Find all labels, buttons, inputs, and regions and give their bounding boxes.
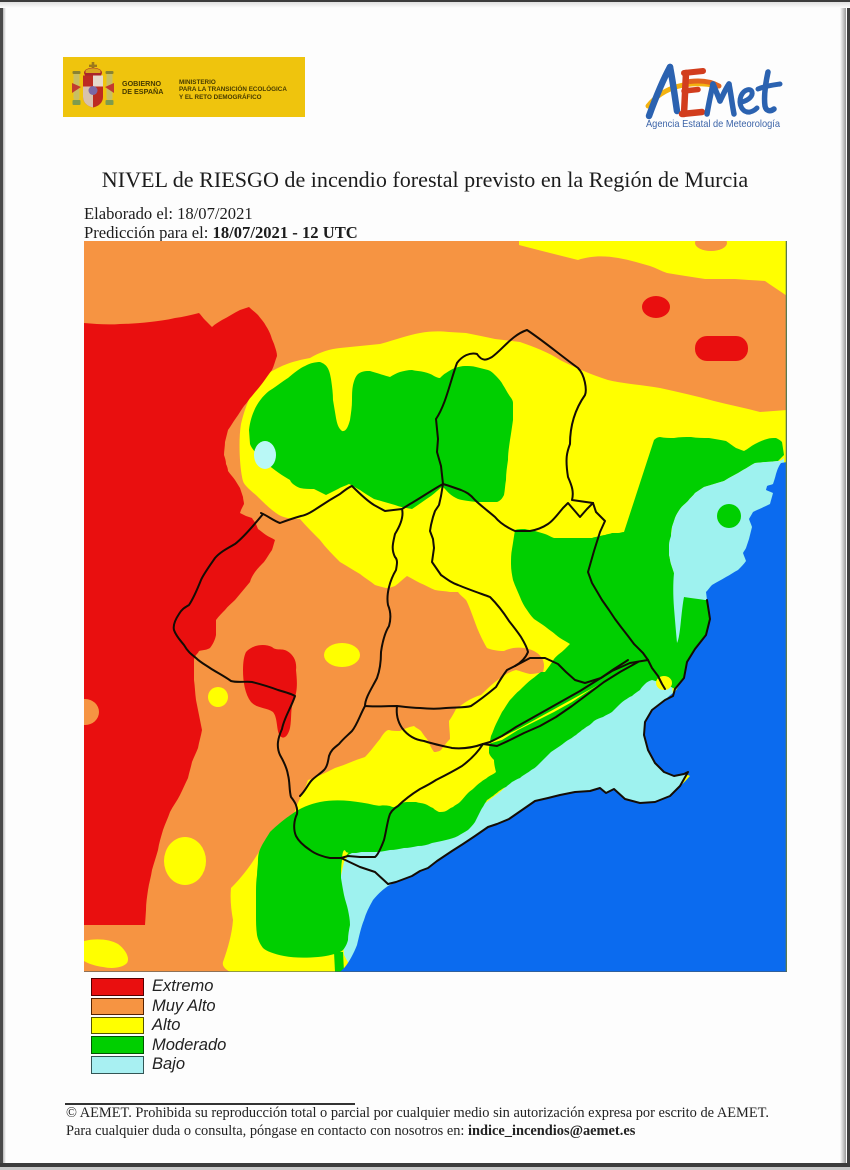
svg-text:Agencia Estatal de Meteorologí: Agencia Estatal de Meteorología <box>646 118 780 130</box>
